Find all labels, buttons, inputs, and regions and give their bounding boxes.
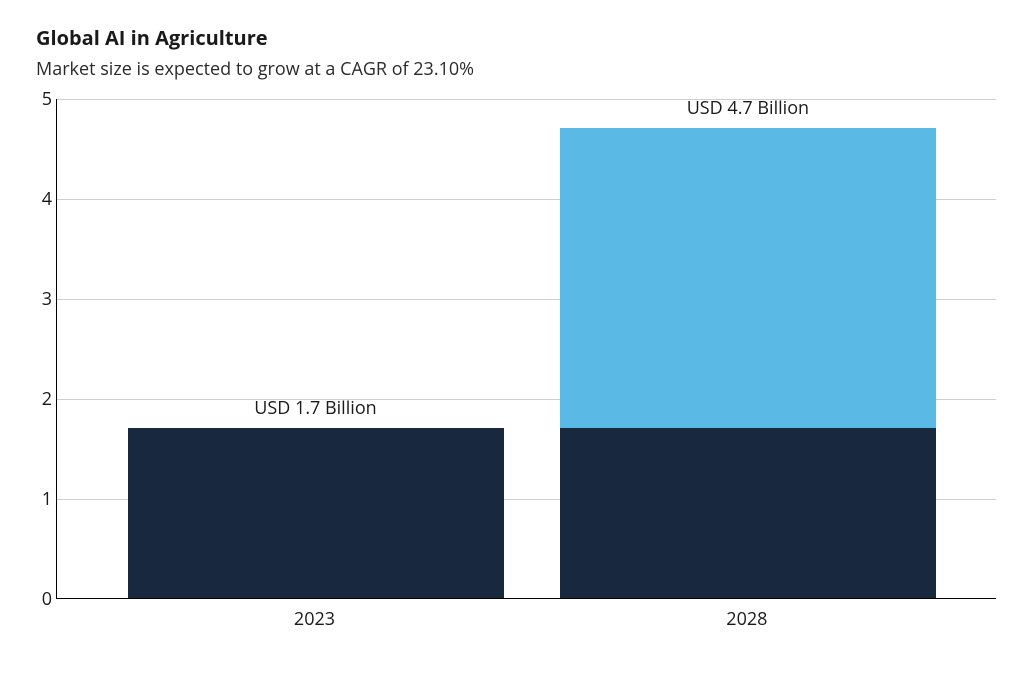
chart-title: Global AI in Agriculture [36, 24, 996, 51]
y-tick-label: 5 [42, 87, 52, 111]
chart-container: Global AI in Agriculture Market size is … [36, 24, 996, 659]
y-tick-label: 1 [42, 487, 52, 511]
bar-segment [128, 428, 504, 598]
bar-group: USD 4.7 Billion [560, 128, 936, 598]
bar-segment [560, 428, 936, 598]
bar-data-label: USD 1.7 Billion [128, 396, 504, 428]
chart-subtitle: Market size is expected to grow at a CAG… [36, 57, 996, 81]
y-tick-label: 0 [42, 587, 52, 611]
y-tick-label: 2 [42, 387, 52, 411]
y-tick-label: 4 [42, 187, 52, 211]
bar-group: USD 1.7 Billion [128, 428, 504, 598]
x-tick-label: 2028 [726, 607, 767, 631]
plot-area: 012345 USD 1.7 BillionUSD 4.7 Billion 20… [36, 99, 996, 659]
chart-body: USD 1.7 Billion USD 4.7 Billion [56, 99, 996, 599]
bar-data-label: USD 4.7 Billion [560, 96, 936, 128]
y-tick-label: 3 [42, 287, 52, 311]
y-axis: 012345 [36, 99, 56, 599]
bar-segment [560, 128, 936, 428]
x-tick-label: 2023 [294, 607, 335, 631]
